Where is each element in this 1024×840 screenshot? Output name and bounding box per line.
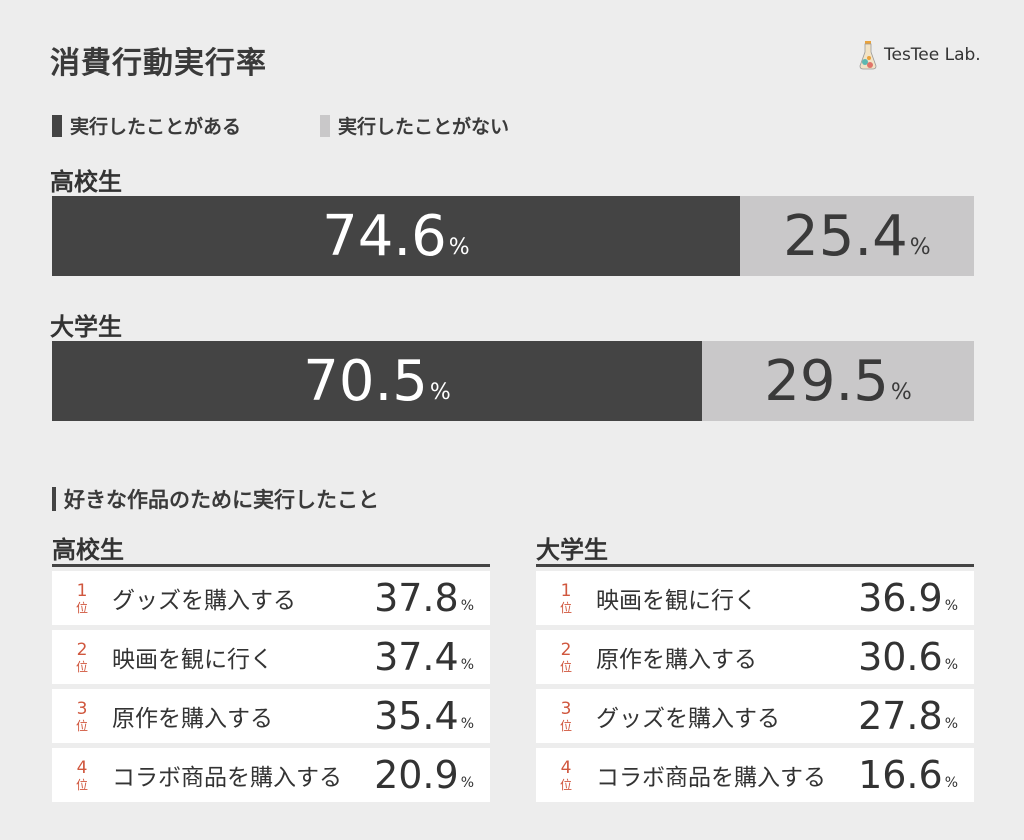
bar-value-yes: 74.6 xyxy=(322,203,447,269)
bar-segment-no: 29.5 % xyxy=(702,341,974,421)
divider xyxy=(52,564,490,567)
rank-number: 4 xyxy=(560,757,572,778)
rank-suffix: 位 xyxy=(75,777,88,792)
rank-suffix: 位 xyxy=(559,718,572,733)
rank-suffix: 位 xyxy=(559,777,572,792)
ranking-item-value: 37.4% xyxy=(374,635,490,679)
ranking-row: 1 位グッズを購入する 37.8% xyxy=(52,571,490,625)
percent-sign: % xyxy=(944,657,958,673)
ranking-value-number: 37.4 xyxy=(374,635,459,679)
ranking-item-label: コラボ商品を購入する xyxy=(596,765,826,791)
ranking-value-number: 35.4 xyxy=(374,694,459,738)
testee-lab-logo: TesTee Lab. xyxy=(858,40,981,70)
ranking-title-text: 好きな作品のために実行したこと xyxy=(64,488,379,512)
ranking-item-value: 35.4% xyxy=(374,694,490,738)
stacked-bar-university: 70.5 % 29.5 % xyxy=(52,341,974,421)
percent-sign: % xyxy=(909,235,931,260)
legend-item-no: 実行したことがない xyxy=(320,112,509,139)
ranking-column-label: 大学生 xyxy=(536,536,608,564)
bar-group-label-university: 大学生 xyxy=(50,313,122,341)
percent-sign: % xyxy=(460,598,474,614)
rank-suffix: 位 xyxy=(75,718,88,733)
percent-sign: % xyxy=(944,716,958,732)
rank-number: 1 xyxy=(560,580,572,601)
ranking-row: 3 位グッズを購入する 27.8% xyxy=(536,689,974,743)
percent-sign: % xyxy=(460,716,474,732)
bar-value-no: 29.5 xyxy=(764,348,889,414)
ranking-value-number: 37.8 xyxy=(374,576,459,620)
bar-value-no: 25.4 xyxy=(783,203,908,269)
ranking-column-university: 大学生 1 位映画を観に行く 36.9% 2 位原作を購入する 30.6% 3 位グッズを購入… xyxy=(536,530,974,807)
bar-segment-no: 25.4 % xyxy=(739,196,974,276)
ranking-row: 2 位原作を購入する 30.6% xyxy=(536,630,974,684)
ranking-row: 2 位映画を観に行く 37.4% xyxy=(52,630,490,684)
ranking-item-value: 37.8% xyxy=(374,576,490,620)
bar-group-label-high-school: 高校生 xyxy=(50,168,122,196)
ranking-column-label: 高校生 xyxy=(52,536,124,564)
ranking-value-number: 27.8 xyxy=(858,694,943,738)
legend-swatch-no xyxy=(320,114,330,137)
ranking-item-label: グッズを購入する xyxy=(112,588,296,614)
rank-number: 1 xyxy=(76,580,88,601)
rank-suffix: 位 xyxy=(559,659,572,674)
ranking-value-number: 36.9 xyxy=(858,576,943,620)
legend-label-yes: 実行したことがある xyxy=(70,116,242,138)
rank-suffix: 位 xyxy=(75,600,88,615)
flask-icon xyxy=(859,41,877,70)
rank-suffix: 位 xyxy=(559,600,572,615)
ranking-item-value: 20.9% xyxy=(374,753,490,797)
section-marker xyxy=(52,487,56,511)
rank-number: 4 xyxy=(76,757,88,778)
rank-number: 2 xyxy=(76,639,88,660)
percent-sign: % xyxy=(944,598,958,614)
rank-number: 2 xyxy=(560,639,572,660)
ranking-item-label: 映画を観に行く xyxy=(112,647,273,673)
rank-suffix: 位 xyxy=(75,659,88,674)
ranking-value-number: 30.6 xyxy=(858,635,943,679)
logo-text: TesTee Lab. xyxy=(884,45,981,65)
percent-sign: % xyxy=(429,380,451,405)
ranking-item-value: 36.9% xyxy=(858,576,974,620)
bar-segment-yes: 74.6 % xyxy=(52,196,740,276)
ranking-item-label: グッズを購入する xyxy=(596,706,780,732)
ranking-value-number: 20.9 xyxy=(374,753,459,797)
ranking-row: 1 位映画を観に行く 36.9% xyxy=(536,571,974,625)
ranking-item-label: コラボ商品を購入する xyxy=(112,765,342,791)
ranking-row: 4 位コラボ商品を購入する 20.9% xyxy=(52,748,490,802)
ranking-value-number: 16.6 xyxy=(858,753,943,797)
legend-item-yes: 実行したことがある xyxy=(52,112,241,139)
legend-label-no: 実行したことがない xyxy=(338,116,510,138)
stacked-bar-high-school: 74.6 % 25.4 % xyxy=(52,196,974,276)
page-title: 消費行動実行率 xyxy=(50,46,267,81)
percent-sign: % xyxy=(448,235,470,260)
ranking-section-title: 好きな作品のために実行したこと xyxy=(52,484,379,514)
ranking-item-label: 映画を観に行く xyxy=(596,588,757,614)
bar-segment-yes: 70.5 % xyxy=(52,341,702,421)
percent-sign: % xyxy=(890,380,912,405)
ranking-row: 3 位原作を購入する 35.4% xyxy=(52,689,490,743)
percent-sign: % xyxy=(460,775,474,791)
percent-sign: % xyxy=(944,775,958,791)
divider xyxy=(536,564,974,567)
ranking-item-label: 原作を購入する xyxy=(112,706,273,732)
ranking-column-high-school: 高校生 1 位グッズを購入する 37.8% 2 位映画を観に行く 37.4% 3 位原作を購入… xyxy=(52,530,490,807)
percent-sign: % xyxy=(460,657,474,673)
ranking-item-value: 16.6% xyxy=(858,753,974,797)
legend-swatch-yes xyxy=(52,114,62,137)
rank-number: 3 xyxy=(76,698,88,719)
ranking-item-value: 30.6% xyxy=(858,635,974,679)
bar-value-yes: 70.5 xyxy=(303,348,428,414)
ranking-row: 4 位コラボ商品を購入する 16.6% xyxy=(536,748,974,802)
rank-number: 3 xyxy=(560,698,572,719)
ranking-item-value: 27.8% xyxy=(858,694,974,738)
ranking-item-label: 原作を購入する xyxy=(596,647,757,673)
